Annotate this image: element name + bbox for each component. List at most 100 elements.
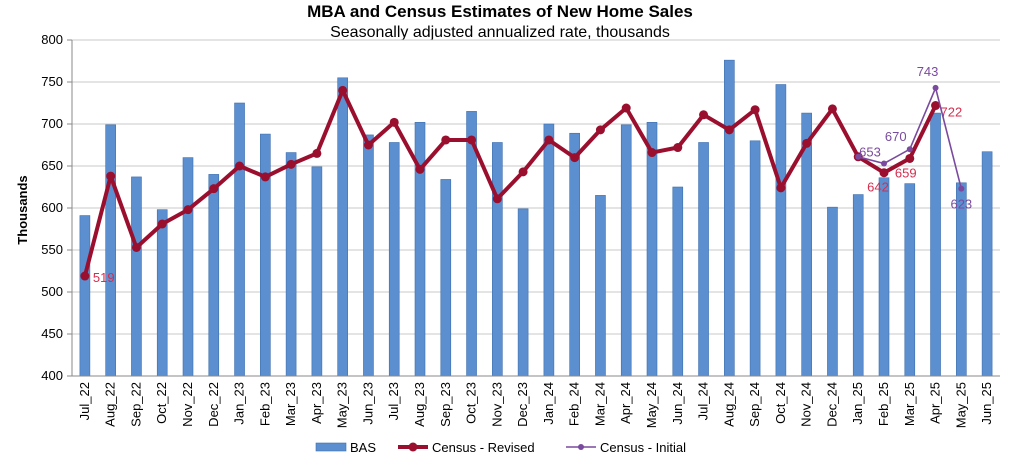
x-tick-label: Apr_24 — [618, 382, 633, 424]
census-revised-point — [595, 125, 605, 135]
bar — [672, 186, 684, 377]
x-tick-label: Nov_22 — [180, 382, 195, 427]
bar — [79, 215, 91, 377]
census-revised-point — [235, 161, 245, 171]
x-tick-label: Aug_22 — [103, 382, 118, 427]
bar — [182, 157, 194, 377]
bar — [595, 195, 606, 377]
x-tick-label: May_23 — [335, 382, 350, 428]
x-tick-label: Mar_23 — [283, 382, 298, 426]
x-tick-label: Apr_25 — [928, 382, 943, 424]
y-axis-label: Thousands — [15, 175, 30, 244]
x-tick-label: Jun_25 — [979, 382, 994, 425]
bar — [543, 123, 555, 377]
y-tick-label: 550 — [41, 242, 63, 257]
y-tick-label: 450 — [41, 326, 63, 341]
x-tick-label: Sep_22 — [128, 382, 143, 427]
x-tick-label: Jan_25 — [850, 382, 865, 425]
census-revised-point — [363, 140, 373, 150]
census-revised-point — [441, 135, 451, 145]
bar — [337, 77, 348, 377]
bar — [956, 182, 967, 377]
census-initial-point — [958, 185, 965, 192]
legend-marker-census-revised — [408, 442, 418, 452]
census-revised-point — [80, 271, 90, 281]
census-revised-point — [647, 148, 657, 158]
bar — [311, 166, 323, 377]
bar — [517, 208, 529, 377]
chart-title: MBA and Census Estimates of New Home Sal… — [307, 2, 693, 21]
x-tick-label: Mar_25 — [902, 382, 917, 426]
x-tick-label: Aug_23 — [412, 382, 427, 427]
bar — [285, 152, 297, 377]
census-revised-point — [673, 143, 683, 153]
y-tick-label: 650 — [41, 158, 63, 173]
data-label: 623 — [950, 197, 972, 212]
bar — [440, 179, 452, 377]
y-tick-label: 500 — [41, 284, 63, 299]
bar — [569, 132, 580, 377]
x-tick-label: Jun_24 — [670, 382, 685, 425]
bar — [852, 194, 864, 377]
bar — [724, 59, 735, 377]
axes: 400 450 500 550 600 650 700 750 800 Jul_22 Aug_22 S… — [41, 32, 1000, 428]
x-tick-label: Apr_23 — [309, 382, 324, 424]
x-tick-label: Nov_24 — [799, 382, 814, 427]
y-tick-label: 700 — [41, 116, 63, 131]
gridlines — [72, 39, 1000, 377]
x-tick-label: Oct_24 — [773, 382, 788, 424]
bar — [156, 209, 168, 377]
bar — [904, 183, 916, 377]
data-label: 653 — [859, 144, 881, 159]
census-revised-point — [699, 110, 709, 120]
census-revised-point — [879, 168, 889, 178]
y-tick-label: 400 — [41, 368, 63, 383]
census-revised-point — [467, 135, 477, 145]
census-revised-point — [544, 135, 554, 145]
census-revised-point — [492, 194, 502, 204]
bar — [388, 142, 400, 377]
bar — [208, 174, 220, 377]
x-tick-label: Jul_24 — [696, 382, 711, 420]
data-label: 659 — [895, 165, 917, 180]
y-tick-label: 600 — [41, 200, 63, 215]
lines — [80, 84, 965, 281]
chart-subtitle: Seasonally adjusted annualized rate, tho… — [330, 24, 670, 41]
x-tick-label: Feb_25 — [876, 382, 891, 426]
legend: BAS Census - Revised Census - Initial — [315, 440, 686, 455]
data-label: 722 — [941, 105, 963, 120]
legend-label: Census - Revised — [432, 440, 535, 455]
x-tick-label: May_24 — [644, 382, 659, 428]
census-revised-point — [209, 184, 219, 194]
census-revised-point — [621, 103, 631, 113]
x-tick-label: Oct_23 — [464, 382, 479, 424]
x-tick-label: Jun_23 — [360, 382, 375, 425]
bar — [827, 206, 838, 377]
bar — [775, 84, 787, 377]
census-revised-point — [312, 148, 322, 158]
bar — [234, 102, 245, 377]
bar — [749, 140, 761, 377]
census-initial-point — [855, 153, 862, 160]
bar — [698, 142, 709, 377]
x-tick-label: Feb_23 — [257, 382, 272, 426]
bar — [492, 142, 503, 377]
bar — [105, 124, 116, 377]
census-revised-line — [82, 88, 938, 277]
census-revised-point — [415, 164, 425, 174]
x-tick-label: Dec_23 — [515, 382, 530, 427]
x-tick-label: Oct_22 — [154, 382, 169, 424]
data-label: 670 — [885, 129, 907, 144]
census-revised-point — [750, 105, 760, 115]
bar — [981, 151, 993, 377]
x-tick-label: Sep_24 — [747, 382, 762, 427]
x-tick-label: Aug_24 — [721, 382, 736, 427]
census-revised-point — [338, 85, 348, 95]
bar — [646, 122, 658, 377]
x-tick-label: May_25 — [953, 382, 968, 428]
legend-swatch-bas — [315, 442, 347, 452]
legend-marker-census-initial — [578, 444, 584, 450]
legend-label: Census - Initial — [600, 440, 686, 455]
census-revised-point — [905, 153, 915, 163]
